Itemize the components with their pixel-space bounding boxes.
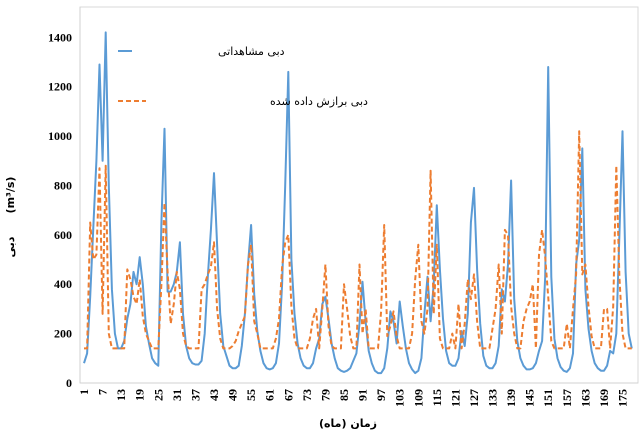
- x-tick-label: 37: [188, 389, 202, 401]
- x-tick-label: 169: [597, 389, 611, 407]
- y-axis-ticks: 0 200 400 600 800 1000 1200 1400: [48, 30, 72, 390]
- legend-item-fitted: دبی برازش داده شده: [118, 95, 368, 108]
- x-tick-label: 139: [504, 389, 518, 407]
- x-tick-label: 55: [244, 389, 258, 401]
- x-tick-label: 43: [207, 389, 221, 401]
- legend: دبی مشاهداتی دبی برازش داده شده: [118, 45, 368, 108]
- x-tick-label: 175: [616, 389, 630, 407]
- legend-label-observed: دبی مشاهداتی: [218, 45, 285, 58]
- x-tick-label: 91: [356, 389, 370, 401]
- x-tick-label: 19: [133, 389, 147, 401]
- x-tick-label: 133: [486, 389, 500, 407]
- x-tick-label: 61: [263, 389, 277, 401]
- y-tick-label: 200: [54, 327, 72, 341]
- x-tick-label: 163: [578, 389, 592, 407]
- x-tick-label: 85: [337, 389, 351, 401]
- y-axis-label: دبی: [4, 236, 17, 257]
- series-line-fitted: [84, 130, 632, 350]
- y-tick-label: 1400: [48, 30, 72, 44]
- x-tick-label: 79: [318, 389, 332, 401]
- y-tick-label: 0: [66, 376, 72, 390]
- series-line-observed: [83, 31, 633, 375]
- y-tick-label: 800: [54, 178, 72, 192]
- x-tick-label: 13: [114, 389, 128, 401]
- x-tick-label: 67: [281, 389, 295, 401]
- x-tick-label: 49: [226, 389, 240, 401]
- x-tick-label: 1: [77, 389, 91, 395]
- x-axis-ticks: 1 7 13 19 25 31 37 43 49 55 61 67 73 79 85 91 97 103 109 11…: [77, 389, 630, 407]
- plot-area: [79, 6, 639, 384]
- legend-label-fitted: دبی برازش داده شده: [270, 95, 368, 108]
- y-tick-label: 600: [54, 228, 72, 242]
- x-tick-label: 25: [151, 389, 165, 401]
- x-tick-label: 103: [393, 389, 407, 407]
- x-tick-label: 97: [374, 389, 388, 401]
- x-tick-label: 157: [560, 389, 574, 407]
- series-layer: [83, 31, 633, 375]
- x-tick-label: 73: [300, 389, 314, 401]
- x-tick-label: 7: [96, 389, 110, 395]
- legend-item-observed: دبی مشاهداتی: [118, 45, 285, 58]
- x-tick-label: 121: [448, 389, 462, 407]
- x-tick-label: 145: [523, 389, 537, 407]
- x-tick-label: 115: [430, 389, 444, 406]
- y-axis-title: (m³/s) دبی: [4, 177, 17, 258]
- x-tick-label: 31: [170, 389, 184, 401]
- x-tick-label: 127: [467, 389, 481, 407]
- x-tick-label: 151: [541, 389, 555, 407]
- y-tick-label: 1000: [48, 129, 72, 143]
- y-axis-unit: (m³/s): [4, 177, 17, 214]
- x-axis-label: زمان (ماه): [319, 417, 377, 430]
- x-tick-label: 109: [411, 389, 425, 407]
- y-tick-label: 1200: [48, 80, 72, 94]
- y-tick-label: 400: [54, 277, 72, 291]
